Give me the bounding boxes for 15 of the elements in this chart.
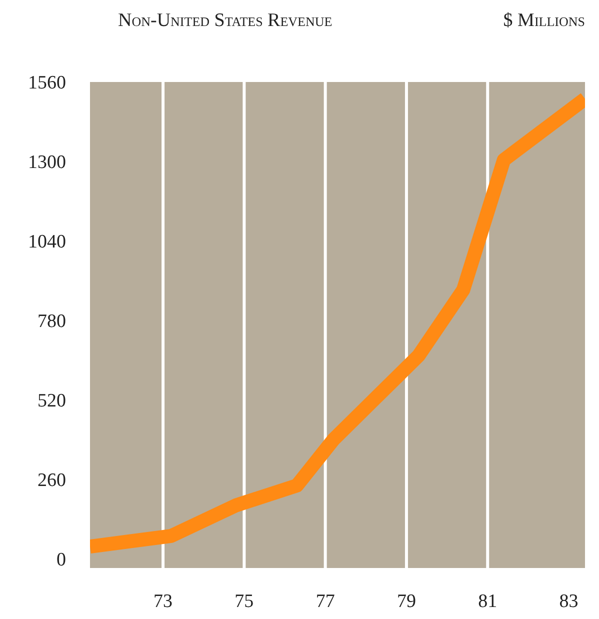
y-tick-label: 1040 <box>28 232 66 253</box>
x-tick-label: 81 <box>478 591 498 612</box>
x-tick-label: 79 <box>396 591 416 612</box>
y-tick-label: 780 <box>38 311 66 332</box>
chart-title: Non-United States Revenue <box>118 10 332 31</box>
x-tick-label: 77 <box>316 591 335 612</box>
y-axis-title: $ Millions <box>503 10 585 31</box>
x-tick-label: 75 <box>234 591 254 612</box>
y-tick-label: 1560 <box>28 72 66 94</box>
x-tick-label: 73 <box>154 591 173 612</box>
x-tick-label: 83 <box>559 591 578 612</box>
y-tick-label: 260 <box>38 470 66 492</box>
y-tick-label: 520 <box>38 390 66 412</box>
y-tick-label: 0 <box>56 549 66 570</box>
y-tick-label: 1300 <box>28 152 66 174</box>
